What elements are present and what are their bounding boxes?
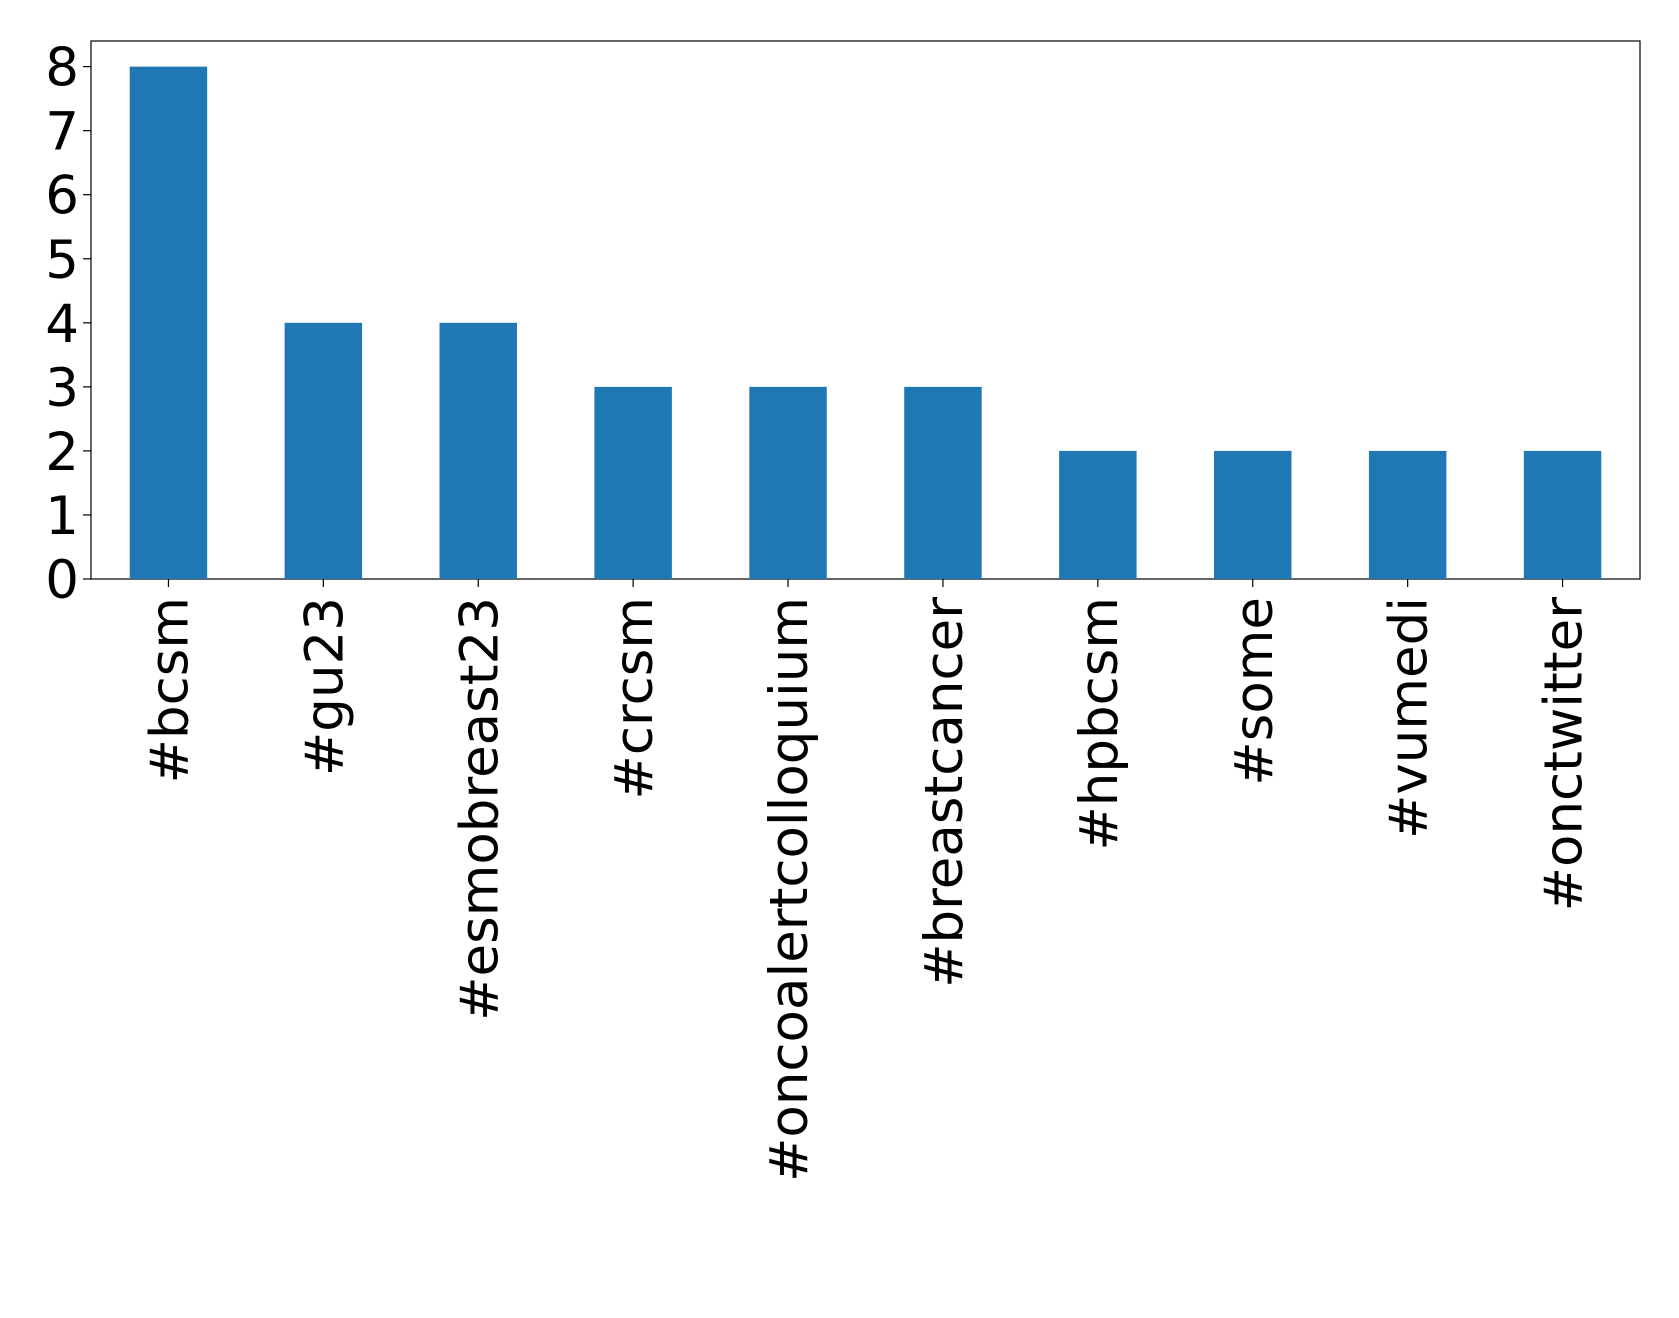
x-tick-label: #bcsm — [139, 597, 200, 783]
x-tick-label: #vumedi — [1379, 597, 1440, 839]
x-tick-label: #breastcancer — [914, 597, 975, 988]
y-tick-label: 7 — [45, 102, 79, 163]
y-tick-label: 3 — [45, 358, 79, 419]
bar — [904, 386, 982, 579]
bar — [1059, 450, 1137, 579]
x-tick-label: #some — [1224, 597, 1285, 786]
y-tick-label: 6 — [45, 166, 79, 227]
x-tick-label: #gu23 — [294, 597, 355, 776]
bar — [439, 322, 517, 579]
y-tick-label: 8 — [45, 38, 79, 99]
x-tick-label: #esmobreast23 — [449, 597, 510, 1021]
bar — [1214, 450, 1292, 579]
plot-frame — [90, 40, 1641, 580]
y-tick-label: 2 — [45, 422, 79, 483]
bar — [594, 386, 672, 579]
y-tick-label: 4 — [45, 294, 79, 355]
x-tick-label: #hpbcsm — [1069, 597, 1130, 851]
bar — [749, 386, 827, 579]
x-tick-label: #crcsm — [604, 597, 665, 800]
bar — [284, 322, 363, 579]
y-tick-label: 1 — [45, 486, 79, 547]
bar — [1523, 450, 1602, 579]
x-tick-label: #oncoalertcolloquium — [759, 597, 820, 1182]
y-tick-label: 0 — [45, 550, 79, 611]
bar — [129, 66, 208, 580]
y-tick-label: 5 — [45, 230, 79, 291]
x-tick-label: #onctwitter — [1534, 597, 1595, 912]
bar — [1368, 450, 1447, 579]
